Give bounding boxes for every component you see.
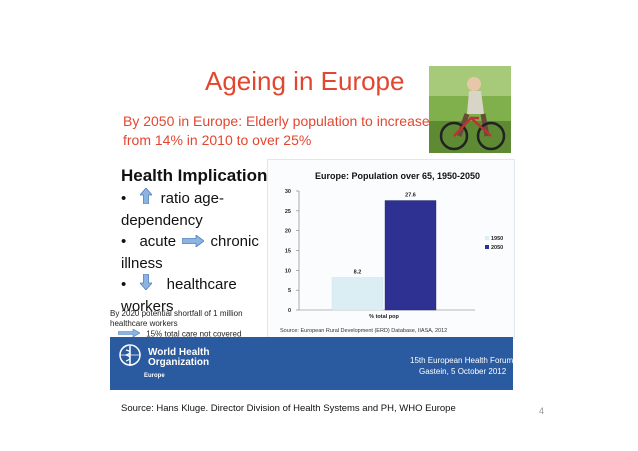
list-item: • acute chronic bbox=[121, 231, 281, 253]
chart-source: Source: European Rural Development (ERD)… bbox=[280, 328, 448, 334]
legend-label: 2050 bbox=[491, 245, 503, 251]
right-arrow-icon bbox=[117, 328, 141, 340]
y-tick-label: 25 bbox=[285, 209, 291, 215]
list-text: acute bbox=[139, 233, 177, 251]
list-item-cont: workers bbox=[121, 297, 174, 315]
bullet: • bbox=[121, 233, 127, 251]
bullet: • bbox=[121, 275, 127, 293]
y-tick-label: 20 bbox=[285, 229, 291, 235]
list-text: ratio age- bbox=[160, 190, 224, 207]
who-org-name: World Health Organization bbox=[148, 348, 209, 368]
implications-heading: Health Implications: bbox=[121, 166, 283, 185]
y-tick-label: 0 bbox=[288, 308, 291, 314]
legend-swatch bbox=[485, 245, 489, 249]
x-axis-label: % total pop bbox=[369, 314, 399, 320]
chart-title: Europe: Population over 65, 1950-2050 bbox=[315, 171, 481, 181]
bar-1950 bbox=[331, 277, 384, 311]
cyclist-photo bbox=[429, 66, 511, 153]
list-text: chronic bbox=[210, 233, 259, 251]
data-label: 8.2 bbox=[354, 269, 362, 275]
list-item-cont: illness bbox=[121, 254, 163, 272]
forum-date: Gastein, 5 October 2012 bbox=[419, 367, 507, 376]
shortfall-note: By 2020 potential shortfall of 1 million… bbox=[110, 309, 280, 340]
bar-2050 bbox=[384, 200, 437, 311]
slide-subtitle: By 2050 in Europe: Elderly population to… bbox=[123, 113, 430, 148]
y-tick-label: 5 bbox=[288, 288, 291, 294]
right-arrow-icon bbox=[181, 232, 205, 253]
legend-label: 1950 bbox=[491, 236, 503, 242]
shortfall-line3: 15% total care not covered bbox=[146, 329, 242, 339]
implications-list: • ratio age- dependency • acute chronic … bbox=[121, 187, 281, 317]
shortfall-line1: By 2020 potential shortfall of 1 million bbox=[110, 309, 243, 318]
shortfall-line3-row: 15% total care not covered bbox=[110, 328, 280, 340]
slide-source: Source: Hans Kluge. Director Division of… bbox=[121, 403, 456, 414]
who-org-line2: Organization bbox=[148, 357, 210, 368]
y-tick-label: 15 bbox=[285, 249, 291, 255]
legend-swatch bbox=[485, 236, 489, 240]
population-chart: 0 5 10 15 20 25 30 8.2 27.6 % total pop 1950 2050 bbox=[285, 189, 503, 320]
shortfall-line2: healthcare workers bbox=[110, 319, 178, 328]
list-item-cont: dependency bbox=[121, 212, 203, 230]
page-number: 4 bbox=[539, 406, 545, 416]
who-region: Europe bbox=[144, 373, 165, 379]
list-text: healthcare bbox=[166, 275, 237, 293]
who-org-line1: World Health bbox=[148, 347, 210, 358]
who-banner bbox=[110, 337, 513, 390]
up-arrow-icon bbox=[139, 187, 154, 210]
down-arrow-icon bbox=[139, 273, 154, 296]
slide-title: Ageing in Europe bbox=[205, 66, 405, 96]
y-tick-label: 10 bbox=[285, 268, 291, 274]
who-emblem-icon bbox=[119, 344, 141, 366]
y-tick-label: 30 bbox=[285, 189, 291, 195]
forum-title: 15th European Health Forum bbox=[410, 356, 514, 365]
list-item: • healthcare bbox=[121, 273, 281, 296]
data-label: 27.6 bbox=[405, 193, 416, 199]
bullet: • bbox=[121, 190, 127, 207]
list-item: • ratio age- bbox=[121, 187, 281, 210]
